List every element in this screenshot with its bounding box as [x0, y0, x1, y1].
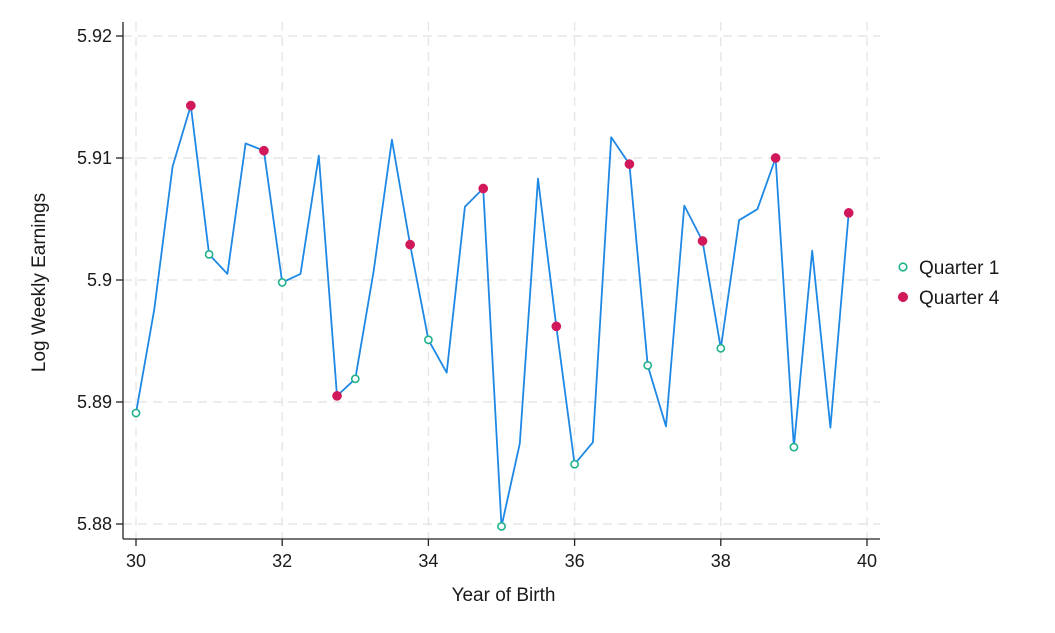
y-axis-title: Log Weekly Earnings — [29, 193, 50, 372]
x-tick-label: 34 — [418, 551, 438, 571]
quarter-1-point — [570, 459, 579, 469]
quarter-4-point — [478, 183, 489, 194]
x-axis-title: Year of Birth — [452, 585, 556, 606]
quarter-4-point — [843, 208, 854, 218]
legend-item-quarter-1: Quarter 1 — [898, 258, 999, 279]
quarter-1-point — [789, 442, 799, 452]
x-tick-label: 38 — [711, 551, 731, 571]
legend-marker-quarter-4 — [897, 291, 909, 303]
y-tick-label: 5.88 — [77, 514, 112, 534]
series-line — [135, 104, 850, 528]
x-tick-label: 36 — [565, 551, 585, 571]
grid-lines — [123, 22, 880, 539]
quarter-4-point — [697, 236, 708, 246]
quarter-1-point — [423, 335, 433, 345]
quarter-1-point — [277, 278, 287, 287]
x-tick-label: 30 — [126, 551, 146, 571]
quarter-4-point — [259, 145, 269, 156]
y-tick-label: 5.91 — [77, 148, 112, 168]
data-points — [131, 100, 854, 531]
quarter-4-point — [624, 159, 635, 169]
legend-label-quarter-4: Quarter 4 — [919, 288, 1000, 309]
quarter-1-point — [716, 343, 726, 353]
y-tick-label: 5.92 — [77, 26, 112, 46]
legend-label-quarter-1: Quarter 1 — [919, 258, 999, 279]
quarter-4-point — [551, 321, 562, 332]
earnings-line — [135, 104, 850, 528]
tick-marks: 30 32 34 36 38 40 5.88 5.89 5.9 5.91 5.92 — [77, 26, 877, 571]
quarter-4-point — [770, 153, 781, 163]
legend-item-quarter-4: Quarter 4 — [897, 288, 1000, 309]
legend-marker-quarter-1 — [898, 262, 908, 272]
quarter-4-point — [185, 100, 196, 111]
quarter-1-point — [204, 249, 214, 259]
y-tick-label: 5.9 — [87, 270, 112, 290]
quarter-1-point — [131, 408, 141, 418]
x-tick-label: 32 — [272, 551, 292, 571]
y-tick-label: 5.89 — [77, 392, 112, 412]
quarter-1-point — [643, 360, 653, 370]
legend: Quarter 1 Quarter 4 — [897, 258, 1000, 309]
quarter-4-point — [332, 391, 342, 401]
quarter-1-point — [497, 522, 506, 531]
x-tick-label: 40 — [857, 551, 877, 571]
quarter-4-point — [405, 239, 415, 250]
quarter-1-point — [350, 374, 360, 384]
